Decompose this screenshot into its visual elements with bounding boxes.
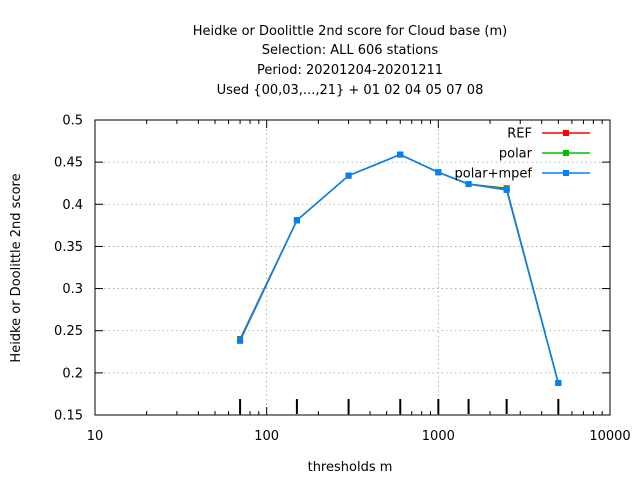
series-line xyxy=(239,153,560,384)
x-tick-label: 10 xyxy=(87,429,104,444)
title-line-3: Period: 20201204-20201211 xyxy=(257,63,443,78)
legend-marker xyxy=(563,150,569,156)
legend-marker xyxy=(563,170,569,176)
data-point xyxy=(465,181,472,188)
legend-label: REF xyxy=(507,127,532,142)
chart-title: Heidke or Doolittle 2nd score for Cloud … xyxy=(193,24,508,98)
data-point xyxy=(237,337,244,344)
y-axis-ticks: 0.15 0.2 0.25 0.3 0.35 0.4 0.45 0.5 xyxy=(54,114,610,424)
y-tick-label: 0.25 xyxy=(54,324,83,339)
legend-label: polar+mpef xyxy=(454,167,532,182)
data-point xyxy=(397,151,404,158)
title-line-2: Selection: ALL 606 stations xyxy=(262,43,439,58)
x-tick-label: 100 xyxy=(254,429,279,444)
data-point xyxy=(345,172,352,179)
y-tick-label: 0.4 xyxy=(62,198,83,213)
y-tick-label: 0.2 xyxy=(62,366,83,381)
data-point xyxy=(503,186,510,193)
legend-marker xyxy=(563,130,569,136)
data-point xyxy=(555,379,562,386)
legend-label: polar xyxy=(499,147,533,162)
x-tick-label: 1000 xyxy=(422,429,455,444)
x-axis-ticks: 10 100 1000 10000 xyxy=(87,120,631,444)
series-line xyxy=(239,153,560,384)
minor-ticks xyxy=(146,120,603,415)
y-tick-label: 0.5 xyxy=(62,114,83,129)
legend: REF polar polar+mpef xyxy=(454,127,590,182)
y-tick-label: 0.45 xyxy=(54,156,83,171)
title-line-1: Heidke or Doolittle 2nd score for Cloud … xyxy=(193,24,508,39)
grid xyxy=(95,120,610,415)
y-axis-label: Heidke or Doolittle 2nd score xyxy=(9,173,24,362)
x-tick-label: 10000 xyxy=(589,429,630,444)
y-tick-label: 0.15 xyxy=(54,409,83,424)
y-tick-label: 0.3 xyxy=(62,282,83,297)
x-axis-label: thresholds m xyxy=(308,460,393,475)
data-point xyxy=(293,217,300,224)
data-point xyxy=(435,169,442,176)
threshold-markers xyxy=(239,399,560,414)
series-line xyxy=(239,153,560,384)
plot-frame xyxy=(94,119,611,416)
series-layer xyxy=(237,151,562,386)
title-line-4: Used {00,03,...,21} + 01 02 04 05 07 08 xyxy=(217,83,484,98)
y-tick-label: 0.35 xyxy=(54,240,83,255)
